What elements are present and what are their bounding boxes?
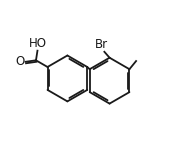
Text: Br: Br xyxy=(95,38,108,51)
Text: HO: HO xyxy=(28,37,46,50)
Text: O: O xyxy=(15,55,24,68)
